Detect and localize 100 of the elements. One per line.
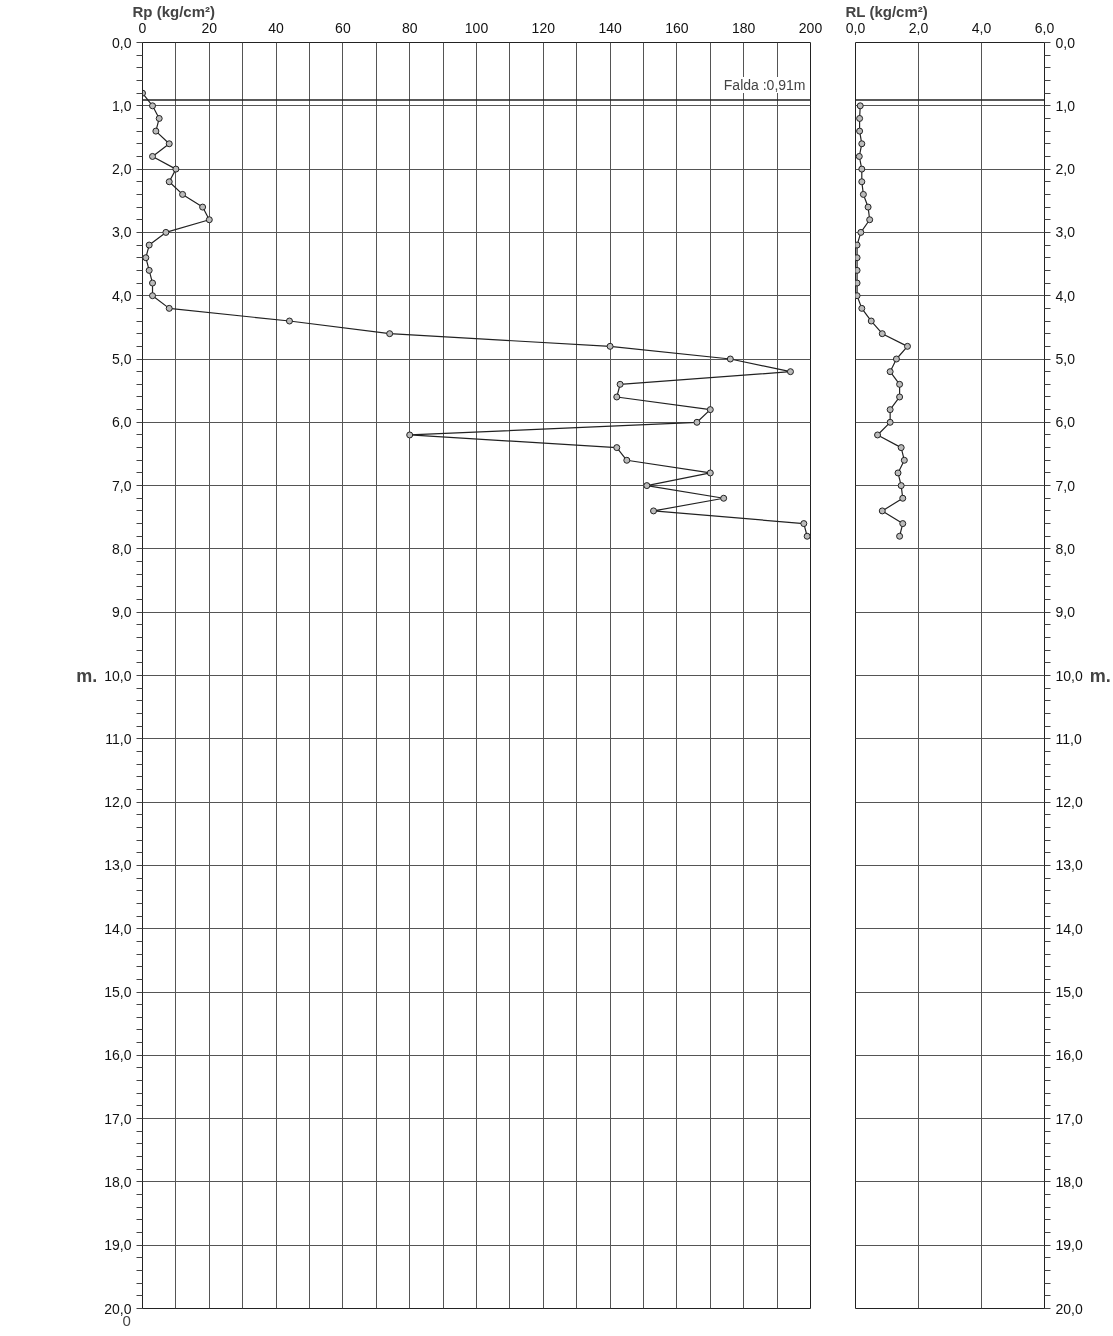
point bbox=[172, 165, 180, 173]
point bbox=[165, 304, 173, 312]
point bbox=[855, 292, 861, 300]
point bbox=[613, 393, 621, 401]
y2-tick-label: 17,0 bbox=[1055, 1110, 1083, 1127]
point bbox=[803, 532, 811, 540]
point bbox=[149, 292, 157, 300]
x-tick-label: 40 bbox=[268, 19, 285, 36]
point bbox=[149, 102, 157, 110]
y2-axis-title: m. bbox=[1089, 665, 1111, 686]
y2-tick-label: 9,0 bbox=[1055, 604, 1076, 621]
y-tick-label: 15,0 bbox=[104, 984, 132, 1000]
ref-line-label: Falda :0,91m bbox=[723, 77, 806, 94]
x-tick-label: 200 bbox=[798, 19, 823, 36]
point bbox=[149, 152, 157, 160]
point bbox=[899, 494, 907, 502]
point bbox=[155, 114, 163, 122]
point bbox=[886, 406, 894, 414]
y2-tick-label: 7,0 bbox=[1055, 477, 1076, 494]
y2-tick-label: 11,0 bbox=[1055, 730, 1082, 747]
point bbox=[856, 127, 864, 135]
y-tick-label: 4,0 bbox=[112, 287, 132, 304]
x-tick-label: 60 bbox=[335, 19, 351, 36]
y-tick-label: 5,0 bbox=[112, 351, 132, 367]
x-tick-label: 4,0 bbox=[971, 19, 992, 36]
y-tick-label: 0,0 bbox=[112, 34, 132, 51]
y-tick-label: 13,0 bbox=[104, 857, 132, 874]
y2-tick-label: 20,0 bbox=[1055, 1300, 1083, 1317]
point bbox=[179, 190, 187, 198]
point bbox=[886, 418, 894, 426]
point bbox=[897, 444, 905, 452]
point bbox=[205, 216, 213, 224]
x-tick-label: 0 bbox=[138, 19, 147, 36]
point bbox=[903, 342, 911, 350]
point bbox=[786, 368, 794, 376]
point bbox=[896, 380, 904, 388]
y-tick-label: 10,0 bbox=[104, 667, 132, 684]
x-tick-label: 160 bbox=[665, 19, 689, 36]
y-tick-label: 1,0 bbox=[112, 97, 132, 114]
y-tick-label: 9,0 bbox=[112, 604, 132, 621]
y2-tick-label: 15,0 bbox=[1055, 984, 1083, 1000]
y2-tick-label: 5,0 bbox=[1055, 351, 1076, 367]
x-axis-title: Rp (kg/cm²) bbox=[132, 2, 215, 20]
y2-tick-label: 1,0 bbox=[1055, 97, 1076, 114]
point bbox=[866, 216, 874, 224]
x-tick-label: 180 bbox=[732, 19, 756, 36]
y-tick-label: 16,0 bbox=[104, 1047, 132, 1064]
point bbox=[149, 279, 157, 287]
point bbox=[800, 520, 808, 528]
point bbox=[886, 368, 894, 376]
point bbox=[858, 140, 866, 148]
y2-tick-label: 8,0 bbox=[1055, 540, 1076, 557]
point bbox=[643, 482, 651, 490]
point bbox=[162, 228, 170, 236]
point bbox=[874, 431, 882, 439]
y-tick-label: 14,0 bbox=[104, 920, 132, 937]
point bbox=[858, 304, 866, 312]
x-tick-label: 20 bbox=[201, 19, 218, 36]
x-tick-label: 140 bbox=[598, 19, 622, 36]
x-axis-title: RL (kg/cm²) bbox=[845, 2, 928, 20]
point bbox=[864, 203, 872, 211]
point bbox=[896, 532, 904, 540]
point bbox=[856, 114, 864, 122]
point bbox=[199, 203, 207, 211]
point bbox=[616, 380, 624, 388]
y-tick-label: 8,0 bbox=[112, 540, 132, 557]
y-tick-label: 17,0 bbox=[104, 1110, 132, 1127]
y2-tick-label: 18,0 bbox=[1055, 1173, 1083, 1190]
point bbox=[623, 456, 631, 464]
point bbox=[613, 444, 621, 452]
point bbox=[858, 178, 866, 186]
x-tick-label: 100 bbox=[464, 19, 489, 36]
point bbox=[706, 406, 714, 414]
point bbox=[720, 494, 728, 502]
y2-tick-label: 0,0 bbox=[1055, 34, 1076, 51]
point bbox=[165, 178, 173, 186]
y-tick-label: 3,0 bbox=[112, 224, 132, 241]
point bbox=[892, 355, 900, 363]
point bbox=[878, 330, 886, 338]
y-tick-label: 11,0 bbox=[105, 730, 132, 747]
y-tick-label: 2,0 bbox=[112, 161, 132, 178]
x-tick-label: 120 bbox=[531, 19, 556, 36]
y2-tick-label: 14,0 bbox=[1055, 920, 1083, 937]
point bbox=[145, 241, 153, 249]
x-tick-label: 2,0 bbox=[908, 19, 929, 36]
point bbox=[152, 127, 160, 135]
y2-tick-label: 6,0 bbox=[1055, 414, 1076, 431]
y2-tick-label: 4,0 bbox=[1055, 287, 1076, 304]
y2-tick-label: 16,0 bbox=[1055, 1047, 1083, 1064]
y2-tick-label: 13,0 bbox=[1055, 857, 1083, 874]
y2-tick-label: 19,0 bbox=[1055, 1237, 1083, 1254]
point bbox=[406, 431, 414, 439]
point bbox=[900, 456, 908, 464]
point bbox=[896, 393, 904, 401]
point bbox=[142, 254, 150, 262]
point bbox=[693, 418, 701, 426]
point bbox=[606, 342, 614, 350]
point bbox=[855, 254, 861, 262]
y-axis-title: m. bbox=[76, 665, 98, 686]
point bbox=[706, 469, 714, 477]
